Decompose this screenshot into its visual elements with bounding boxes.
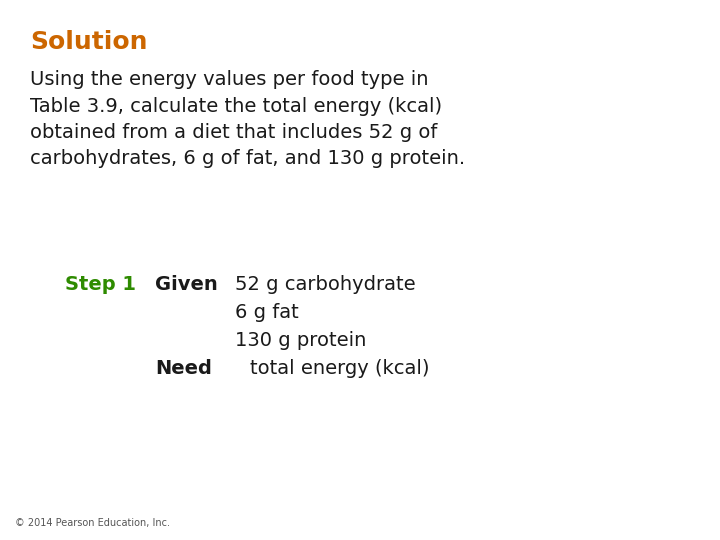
Text: Given: Given: [155, 275, 217, 294]
Text: Step 1: Step 1: [65, 275, 136, 294]
Text: Solution: Solution: [30, 30, 148, 54]
Text: 130 g protein: 130 g protein: [235, 331, 366, 350]
Text: 6 g fat: 6 g fat: [235, 303, 299, 322]
Text: 52 g carbohydrate: 52 g carbohydrate: [235, 275, 415, 294]
Text: © 2014 Pearson Education, Inc.: © 2014 Pearson Education, Inc.: [15, 518, 170, 528]
Text: Need: Need: [155, 359, 212, 378]
Text: total energy (kcal): total energy (kcal): [250, 359, 430, 378]
Text: Using the energy values per food type in
Table 3.9, calculate the total energy (: Using the energy values per food type in…: [30, 70, 465, 168]
